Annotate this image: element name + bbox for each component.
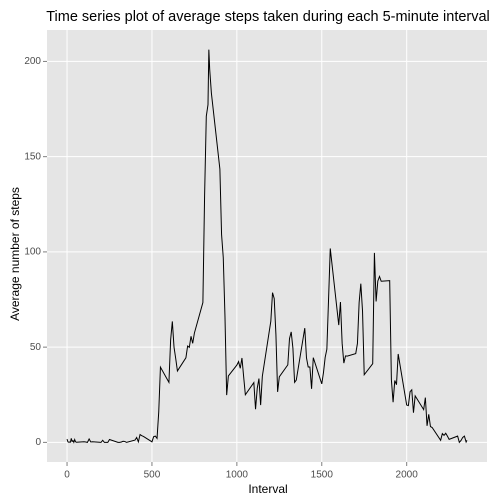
x-tick-label: 2000 — [396, 470, 419, 481]
x-tick-label: 500 — [144, 470, 161, 481]
data-line — [66, 49, 468, 444]
y-tick-label: 0 — [35, 437, 41, 448]
y-tick-label: 200 — [24, 56, 41, 67]
y-tick-label: 50 — [30, 342, 42, 353]
y-axis-label: Average number of steps — [8, 187, 22, 321]
x-axis-label: Interval — [248, 482, 287, 496]
y-tick-label: 150 — [24, 151, 41, 162]
y-tick-label: 100 — [24, 247, 41, 258]
plot-panel — [47, 30, 487, 462]
chart-title: Time series plot of average steps taken … — [46, 9, 490, 25]
x-tick-label: 1000 — [226, 470, 249, 481]
x-tick-label: 0 — [64, 470, 70, 481]
x-tick-label: 1500 — [311, 470, 334, 481]
